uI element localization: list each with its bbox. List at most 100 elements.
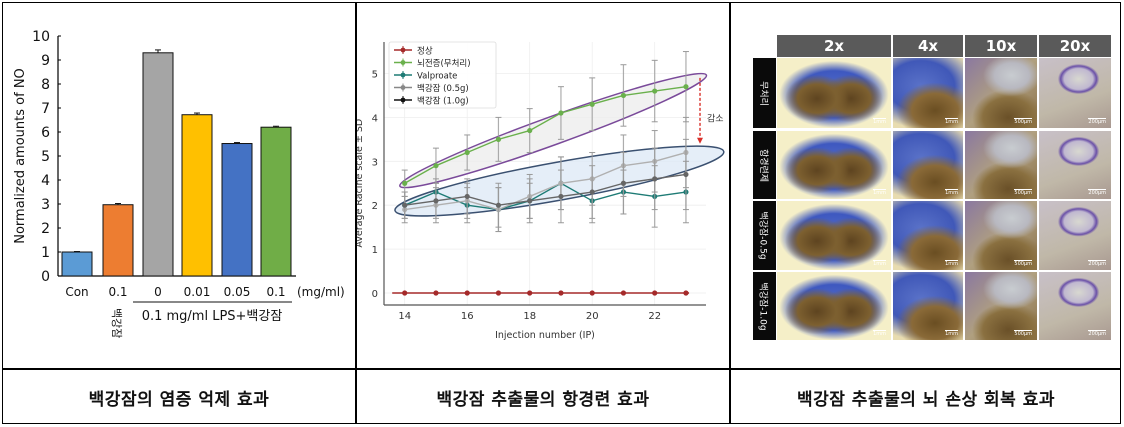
brain-section-image: 200μm	[1039, 131, 1111, 199]
no-bar-chart: 0 1 2 3 4 5 6 7 8 9 10 Normalized amounts of NO Con 0…	[13, 29, 345, 338]
brain-section-image: 500μm	[965, 272, 1037, 340]
scale-bar: 1mm	[873, 330, 886, 337]
x-tick-label: 0	[154, 285, 162, 299]
series-백강잠 (1.0g)	[401, 138, 689, 228]
caption-middle: 백강잠 추출물의 항경련 효과	[436, 389, 650, 410]
y-tick-label: 1	[372, 245, 378, 256]
scale-bar: 200μm	[1088, 260, 1106, 267]
scale-bar: 200μm	[1088, 330, 1106, 337]
brain-section-image: 200μm	[1039, 201, 1111, 270]
bar	[260, 126, 292, 277]
scale-bar: 500μm	[1014, 189, 1032, 196]
column-divider	[729, 2, 731, 424]
caption-right: 백강잠 추출물의 뇌 손상 회복 효과	[796, 389, 1056, 410]
x-tick-label: 0.05	[224, 285, 251, 299]
magnification-header-4x: 4x	[893, 35, 963, 57]
bar	[221, 143, 253, 277]
racine-line-chart: 0 1 2 3 4 5 14 16 18 20 22 Injection number (IP) Ave…	[357, 41, 725, 341]
y-tick-label: 5	[41, 149, 50, 165]
magnification-header-2x: 2x	[777, 35, 891, 57]
x-tick-label: 22	[648, 311, 661, 322]
row-label: 백강잠-0.5g	[753, 201, 776, 270]
column-divider	[355, 2, 357, 424]
x-tick-label: 20	[586, 311, 599, 322]
scale-bar: 1mm	[945, 189, 958, 196]
y-tick-label: 2	[41, 221, 50, 237]
scale-bar: 500μm	[1014, 260, 1032, 267]
x-tick-label: 16	[461, 311, 474, 322]
legend-item: 뇌전증(무처리)	[417, 58, 471, 69]
brain-section-image: 500μm	[965, 131, 1037, 199]
brain-section-image: 1mm	[893, 272, 963, 340]
y-tick-label: 6	[41, 125, 50, 141]
x-tick-label: Con	[65, 285, 88, 299]
y-tick-label: 1	[41, 245, 50, 261]
caption-left: 백강잠의 염증 억제 효과	[88, 389, 270, 410]
y-tick-label: 8	[41, 77, 50, 93]
y-tick-label: 7	[41, 101, 50, 117]
y-tick-label: 10	[32, 29, 50, 45]
y-axis-label: Normalized amounts of NO	[13, 68, 28, 244]
scale-bar: 1mm	[873, 189, 886, 196]
scale-bar: 1mm	[945, 118, 958, 125]
x-axis-label: Injection number (IP)	[495, 330, 595, 341]
bar	[181, 114, 213, 277]
x-tick-label: 0.1	[108, 285, 127, 299]
brain-section-image: 1mm	[893, 58, 963, 128]
bar	[61, 251, 93, 277]
x-tick-label: 14	[398, 311, 411, 322]
scale-bar: 200μm	[1088, 189, 1106, 196]
y-tick-label: 0	[41, 269, 50, 285]
legend-item: 정상	[417, 46, 433, 57]
bar	[102, 204, 134, 277]
series-뇌전증(무처리)	[401, 51, 689, 197]
y-axis-label: Average Racine scale ± SD	[357, 119, 365, 248]
y-tick-label: 9	[41, 53, 50, 69]
group-label-lps: 0.1 mg/ml LPS+백강잠	[142, 309, 283, 324]
y-tick-label: 3	[41, 197, 50, 213]
brain-section-image: 1mm	[777, 131, 891, 199]
scale-bar: 1mm	[945, 330, 958, 337]
legend-item: 백강잠 (0.5g)	[417, 83, 469, 94]
scale-bar: 1mm	[873, 118, 886, 125]
legend-item: Valproate	[417, 72, 457, 82]
series-정상	[392, 290, 690, 296]
scale-bar: 1mm	[945, 260, 958, 267]
y-tick-label: 2	[372, 201, 378, 212]
untreated-highlight-ellipse	[399, 72, 708, 189]
x-tick-label: 18	[523, 311, 536, 322]
row-label: 무처리	[753, 58, 776, 128]
y-tick-label: 3	[372, 157, 378, 168]
y-tick-label: 4	[41, 173, 50, 189]
group-label-vertical: 백강잠	[110, 308, 123, 338]
scale-bar: 200μm	[1088, 118, 1106, 125]
y-tick-label: 4	[372, 113, 378, 124]
scale-bar: 500μm	[1014, 118, 1032, 125]
unit-label: (mg/ml)	[297, 285, 345, 299]
brain-section-image: 500μm	[965, 58, 1037, 128]
brain-section-image: 1mm	[777, 272, 891, 340]
row-label: 항경련제	[753, 131, 776, 199]
brain-section-image: 200μm	[1039, 58, 1111, 128]
brain-section-image: 1mm	[893, 201, 963, 270]
legend-item: 백강잠 (1.0g)	[417, 96, 469, 107]
y-tick-label: 5	[372, 70, 378, 81]
brain-section-image: 200μm	[1039, 272, 1111, 340]
scale-bar: 500μm	[1014, 330, 1032, 337]
magnification-header-10x: 10x	[965, 35, 1037, 57]
x-tick-label: 0.01	[184, 285, 211, 299]
row-label: 백강잠-1.0g	[753, 272, 776, 340]
caption-divider	[2, 368, 1121, 370]
magnification-header-20x: 20x	[1039, 35, 1111, 57]
brain-section-image: 500μm	[965, 201, 1037, 270]
x-tick-label: 0.1	[266, 285, 285, 299]
y-tick-label: 0	[372, 289, 378, 300]
decrease-label: 감소	[707, 112, 724, 124]
brain-section-image: 1mm	[777, 201, 891, 270]
brain-section-image: 1mm	[777, 58, 891, 128]
scale-bar: 1mm	[873, 260, 886, 267]
bar	[142, 52, 174, 277]
brain-section-image: 1mm	[893, 131, 963, 199]
